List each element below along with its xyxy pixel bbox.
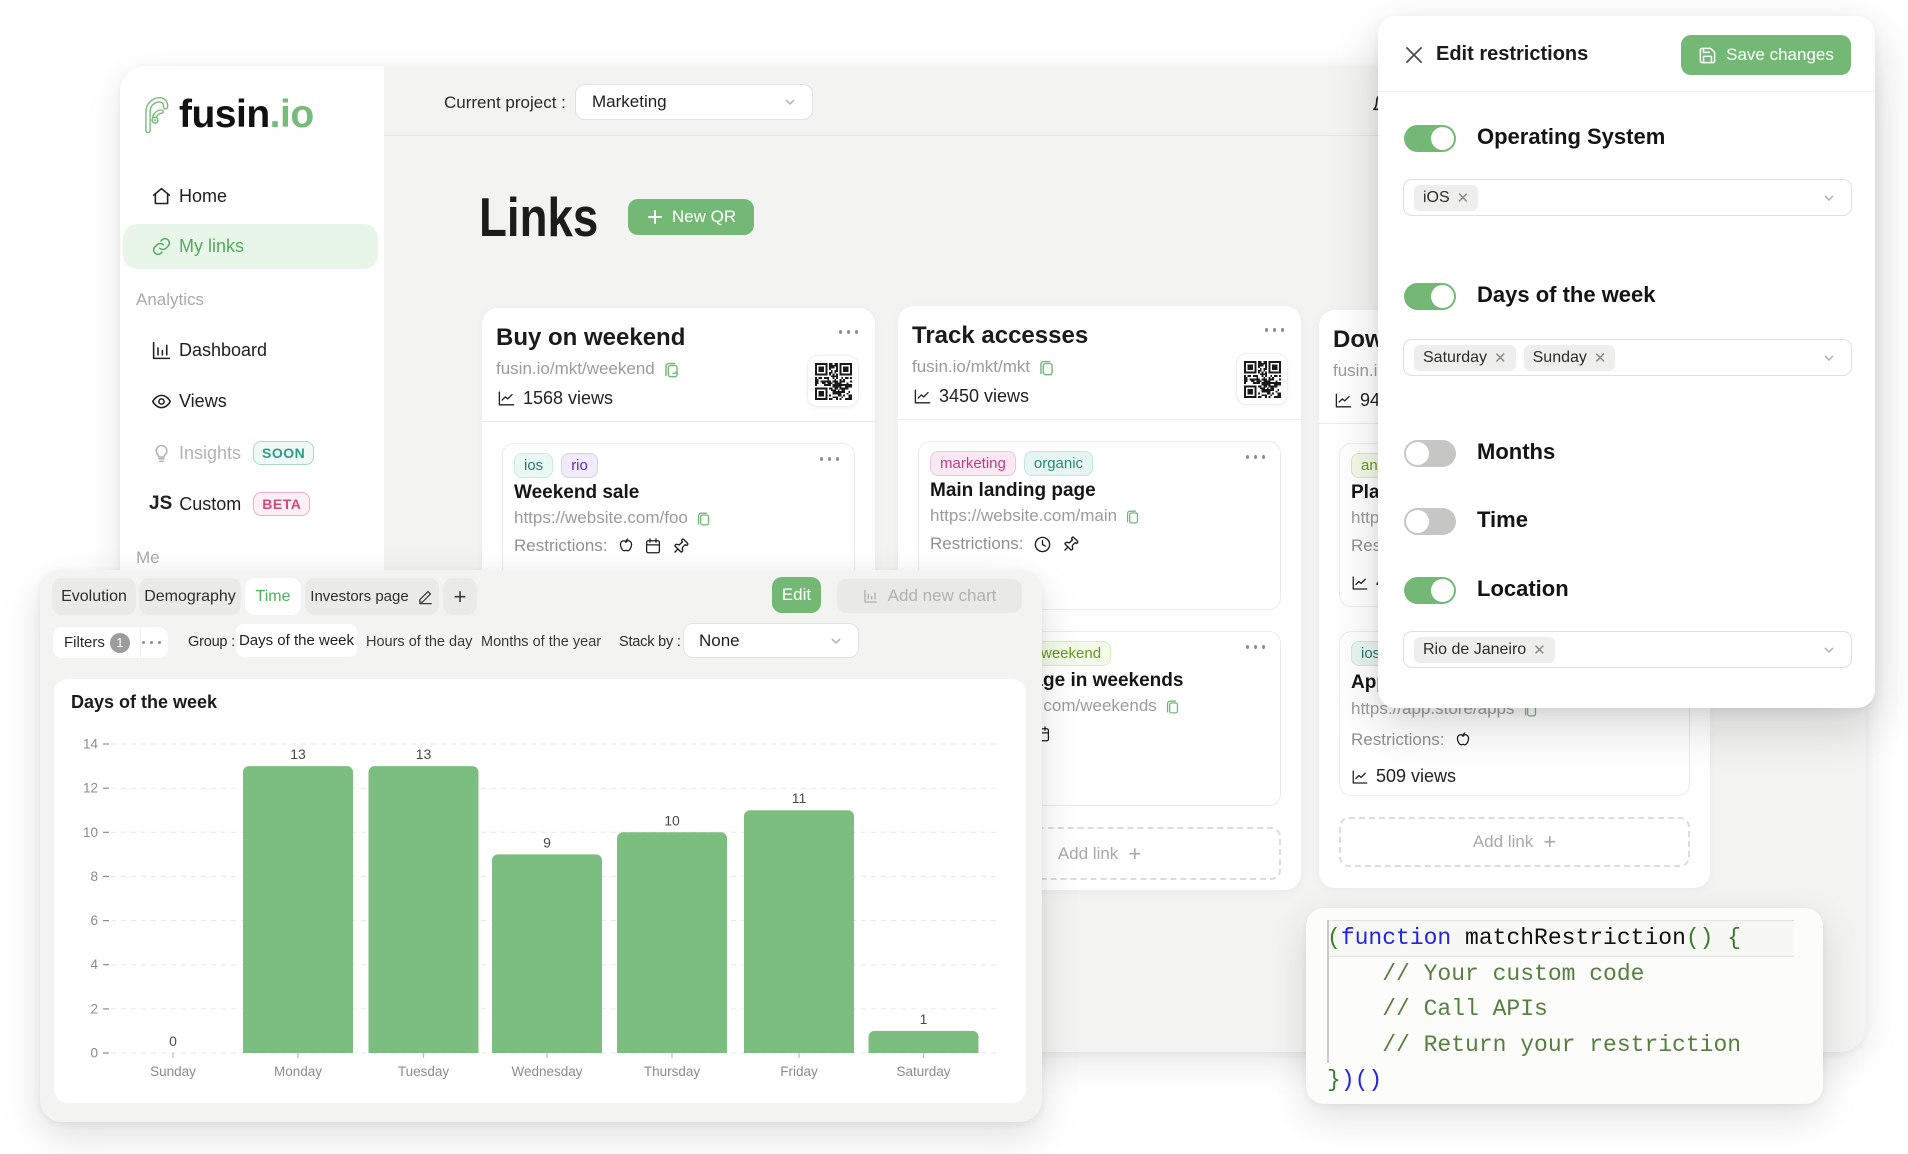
svg-text:0: 0 — [90, 1046, 98, 1061]
svg-text:Thursday: Thursday — [644, 1064, 701, 1079]
svg-text:0: 0 — [169, 1033, 177, 1049]
svg-text:8: 8 — [90, 869, 98, 884]
svg-text:Wednesday: Wednesday — [511, 1064, 582, 1079]
svg-text:Sunday: Sunday — [150, 1064, 196, 1079]
svg-text:2: 2 — [90, 1001, 98, 1016]
svg-text:14: 14 — [83, 737, 99, 752]
svg-text:13: 13 — [290, 746, 306, 762]
svg-text:9: 9 — [543, 834, 551, 850]
svg-text:4: 4 — [90, 957, 98, 972]
svg-text:Monday: Monday — [274, 1064, 322, 1079]
svg-text:Tuesday: Tuesday — [398, 1064, 450, 1079]
svg-text:Saturday: Saturday — [896, 1064, 950, 1079]
svg-text:1: 1 — [920, 1011, 928, 1027]
svg-text:6: 6 — [90, 913, 98, 928]
svg-text:11: 11 — [792, 790, 807, 806]
svg-text:Friday: Friday — [780, 1064, 818, 1079]
svg-text:12: 12 — [83, 781, 98, 796]
svg-text:13: 13 — [416, 746, 432, 762]
svg-text:10: 10 — [83, 825, 98, 840]
svg-text:10: 10 — [664, 812, 680, 828]
